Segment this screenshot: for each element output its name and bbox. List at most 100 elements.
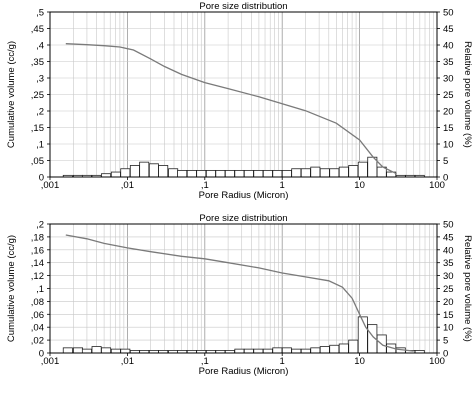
histogram-bar <box>243 348 254 354</box>
y2-tick-label: 5 <box>443 156 448 167</box>
histogram-bar <box>310 166 321 178</box>
histogram-bar <box>272 347 283 354</box>
y-tick-label: ,12 <box>31 271 44 282</box>
histogram-bar <box>73 347 83 354</box>
y-tick-label: ,06 <box>31 310 44 321</box>
chart-bottom: 0 ,02 ,04 ,06 ,08 ,1 ,12 ,14 ,16 ,18,2 0 5 10 15 20 25 3… <box>6 213 473 377</box>
y2-tick-label: 0 <box>443 349 448 360</box>
y-tick-label: ,45 <box>31 24 44 35</box>
y2-tick-label: 0 <box>443 173 448 184</box>
y-tick-label: ,15 <box>31 123 44 134</box>
y-tick-label: ,35 <box>31 57 44 68</box>
y2-tick-label: 30 <box>443 74 454 85</box>
histogram-bar <box>148 163 159 178</box>
x-tick-label: 100 <box>429 356 445 367</box>
histogram-bar <box>262 348 273 354</box>
y2-tick-label: 35 <box>443 57 454 68</box>
histogram-bar <box>243 169 254 178</box>
y2-tick-label: 45 <box>443 232 454 243</box>
histogram-bar <box>196 169 207 178</box>
y-axis-label: Cumulative volume (cc/g) <box>6 41 17 148</box>
x-tick-label: 1 <box>280 356 285 367</box>
histogram-bar <box>348 165 359 178</box>
y-tick-label: ,1 <box>36 140 44 151</box>
histogram-bar <box>281 169 292 178</box>
histogram-bar <box>357 161 368 178</box>
histogram-bar <box>329 344 340 354</box>
y2-tick-label: 20 <box>443 297 454 308</box>
x-tick-label: 10 <box>354 180 365 191</box>
y-tick-label: ,4 <box>36 41 44 52</box>
y2-tick-label: 40 <box>443 41 454 52</box>
histogram-bar <box>300 168 311 178</box>
chart-title: Pore size distribution <box>199 1 287 12</box>
histogram-bar <box>262 169 273 178</box>
histogram-bar <box>253 169 264 178</box>
y-tick-label: ,25 <box>31 90 44 101</box>
x-tick-label: 10 <box>354 356 365 367</box>
histogram-bar <box>215 169 226 178</box>
y-tick-label: ,02 <box>31 336 44 347</box>
y2-axis-label: Relative pore volume (%) <box>462 235 473 342</box>
y-tick-label: ,5 <box>36 8 44 19</box>
y-tick-label: ,05 <box>31 156 44 167</box>
y-tick-label: ,3 <box>36 74 44 85</box>
y-tick-label: ,18 <box>31 232 44 243</box>
y2-tick-label: 10 <box>443 140 454 151</box>
y2-tick-label: 25 <box>443 90 454 101</box>
histogram-bar <box>338 166 349 178</box>
histogram-bar <box>281 347 292 354</box>
histogram-bar <box>205 169 216 178</box>
y-tick-label: ,2 <box>36 220 44 231</box>
y-tick-label: ,16 <box>31 245 44 256</box>
y2-tick-label: 25 <box>443 284 454 295</box>
histogram-bar <box>234 169 245 178</box>
histogram-bar <box>129 165 140 178</box>
histogram-bar <box>177 169 188 178</box>
x-tick-label: 100 <box>429 180 445 191</box>
x-axis-label: Pore Radius (Micron) <box>199 190 289 201</box>
x-tick-label: ,1 <box>201 180 209 191</box>
histogram-bar <box>348 339 359 354</box>
y2-tick-label: 35 <box>443 258 454 269</box>
x-tick-label: ,001 <box>41 180 60 191</box>
histogram-bar <box>224 169 235 178</box>
y-tick-label: 0 <box>39 173 44 184</box>
chart-top: 0 ,05 ,1 ,15 ,2 ,25 ,3 ,35 ,4 ,45 ,5 0 5 10 15 20 25 30 35… <box>6 1 473 201</box>
histogram-bar <box>253 348 264 354</box>
y2-tick-label: 20 <box>443 107 454 118</box>
y2-tick-label: 50 <box>443 220 454 231</box>
x-axis-label: Pore Radius (Micron) <box>199 366 289 377</box>
y-tick-label: 0 <box>39 349 44 360</box>
histogram-bar <box>81 348 92 354</box>
y2-tick-label: 30 <box>443 271 454 282</box>
cumulative-volume-line <box>65 43 397 175</box>
histogram-bar <box>234 348 245 354</box>
x-tick-label: ,1 <box>201 356 209 367</box>
cumulative-volume-line <box>65 234 414 352</box>
histogram-bar <box>186 169 197 178</box>
y-axis-label: Cumulative volume (cc/g) <box>6 235 17 342</box>
y2-tick-label: 5 <box>443 336 448 347</box>
x-tick-label: ,01 <box>121 180 134 191</box>
y2-tick-label: 40 <box>443 245 454 256</box>
x-tick-label: ,001 <box>41 356 60 367</box>
chart-title: Pore size distribution <box>199 213 287 224</box>
histogram-bar <box>300 348 311 354</box>
y2-tick-label: 15 <box>443 123 454 134</box>
y2-tick-label: 45 <box>443 24 454 35</box>
y-tick-label: ,04 <box>31 323 44 334</box>
y-tick-label: ,08 <box>31 297 44 308</box>
histogram-bar <box>291 348 302 354</box>
histogram-bar <box>158 165 169 178</box>
y2-tick-label: 50 <box>443 8 454 19</box>
histogram-bar <box>319 168 330 178</box>
histogram-bar <box>310 347 321 354</box>
histogram-bar <box>291 168 302 178</box>
histogram-bar <box>110 348 121 354</box>
y-tick-label: ,2 <box>36 107 44 118</box>
histogram-bar <box>91 346 102 354</box>
histogram-bar <box>272 169 283 178</box>
y2-tick-label: 10 <box>443 323 454 334</box>
